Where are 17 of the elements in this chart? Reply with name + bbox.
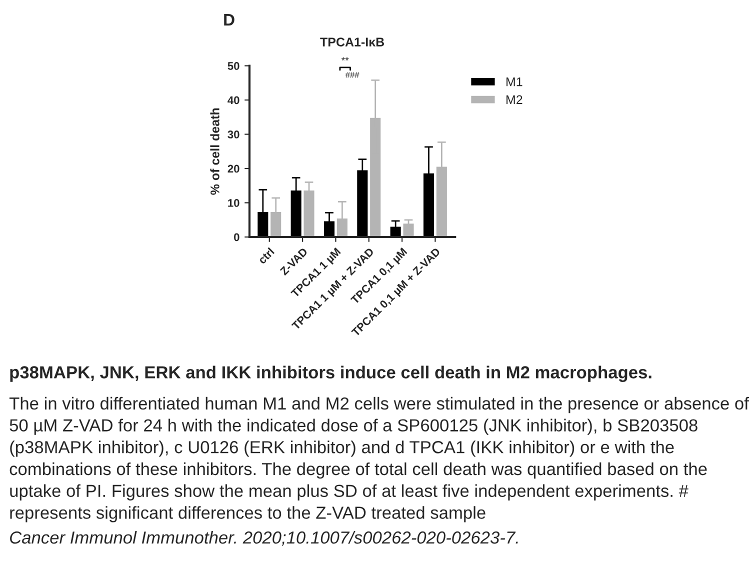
y-tick-label: 40 xyxy=(228,96,240,104)
text: ** xyxy=(341,57,349,60)
y-tick-label: 20 xyxy=(228,164,240,173)
x-tick-label: ctrl xyxy=(257,247,275,264)
y-axis-title: % of cell death xyxy=(210,108,220,195)
y-tick-label: 10 xyxy=(228,199,240,207)
y-tick-label: 50 xyxy=(228,62,240,70)
text: p38MAPK, JNK, ERK and IKK inhibitors induce cell death in M2 macrophages. xyxy=(10,366,652,382)
text: Cancer Immunol Immunother. 2020;10.1007/s00262-020-02623-7. xyxy=(10,530,518,546)
text: D xyxy=(224,14,234,26)
y-tick-label: 30 xyxy=(228,130,240,138)
text: The in vitro differentiated human M1 and M2 cells were stimulated in the presence or absence of 50 µM Z-VAD for 24 h with the indicated dose of a SP600125 (JNK inhibitor), b SB203508 (p38MAPK inhibitor), c U0126 (ERK inhibitor) and d TPCA1 (IKK inhibitor) or e with the combinations of these inhibitors. The degree of total cell death was quantified based on the uptake of PI. Figures show the mean plus SD of at least five independent experiments. # represents significant differences to the Z-VAD treated sample xyxy=(9,396,749,522)
y-tick-label: 0 xyxy=(234,233,240,242)
annotation: ### xyxy=(345,72,360,78)
chart-title: TPCA1-IκB xyxy=(320,38,384,46)
legend-label: M2 xyxy=(506,95,522,104)
legend-label: M1 xyxy=(506,77,522,86)
